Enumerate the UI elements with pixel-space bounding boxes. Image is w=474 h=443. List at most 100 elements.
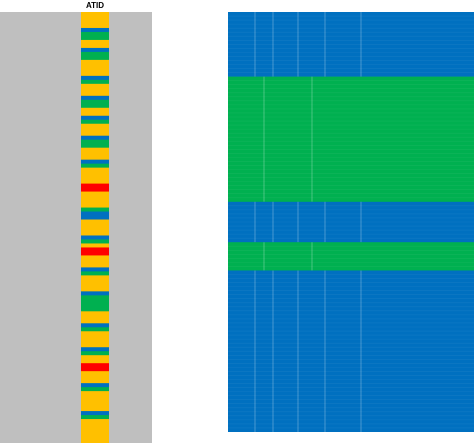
atid-cell xyxy=(81,167,109,173)
atid-cell xyxy=(81,235,109,240)
atid-cell xyxy=(81,23,109,29)
atid-cell xyxy=(81,379,109,384)
atid-cell xyxy=(81,71,109,77)
atid-cell xyxy=(81,315,109,320)
atid-cell xyxy=(81,383,109,388)
atid-cell xyxy=(81,175,109,181)
atid-cell xyxy=(81,183,109,188)
atid-cell xyxy=(81,139,109,145)
atid-cell xyxy=(81,51,109,57)
atid-cell xyxy=(81,219,109,224)
atid-cell xyxy=(81,367,109,372)
atid-cell xyxy=(81,75,109,81)
atid-cell xyxy=(81,151,109,157)
atid-cell xyxy=(81,171,109,177)
atid-cell xyxy=(81,255,109,260)
atid-cell xyxy=(81,311,109,316)
atid-cell xyxy=(81,251,109,256)
atid-cell xyxy=(81,27,109,33)
atid-cell xyxy=(81,411,109,416)
atid-cell xyxy=(81,355,109,360)
atid-cell xyxy=(81,227,109,232)
atid-cell xyxy=(81,267,109,272)
atid-cell xyxy=(81,299,109,304)
atid-cell xyxy=(81,243,109,248)
atid-cell xyxy=(81,427,109,432)
atid-cell xyxy=(81,187,109,192)
atid-cell xyxy=(81,107,109,113)
atid-cell xyxy=(81,431,109,436)
atid-cell xyxy=(81,163,109,169)
atid-cell xyxy=(81,279,109,284)
cluster-heatmap-panel xyxy=(228,12,474,432)
atid-cell xyxy=(81,291,109,296)
atid-cell xyxy=(81,91,109,97)
atid-cell xyxy=(81,59,109,65)
atid-cell xyxy=(81,283,109,288)
atid-cell xyxy=(81,31,109,37)
heatmap-block xyxy=(228,76,474,203)
atid-cell xyxy=(81,55,109,61)
atid-cell xyxy=(81,371,109,376)
atid-cell xyxy=(81,103,109,109)
atid-cell xyxy=(81,423,109,428)
heatmap-block xyxy=(228,270,474,432)
atid-cell xyxy=(81,159,109,165)
atid-cell xyxy=(81,295,109,300)
atid-cell xyxy=(81,395,109,400)
atid-cell xyxy=(81,67,109,73)
atid-cell xyxy=(81,15,109,21)
atid-cell xyxy=(81,439,109,443)
atid-cell xyxy=(81,83,109,89)
atid-cell xyxy=(81,347,109,352)
atid-cell xyxy=(81,155,109,161)
atid-cell xyxy=(81,87,109,93)
heatmap-block xyxy=(228,242,474,271)
atid-cell xyxy=(81,335,109,340)
atid-cell xyxy=(81,111,109,117)
atid-cell xyxy=(81,327,109,332)
atid-cell xyxy=(81,79,109,85)
atid-cell xyxy=(81,403,109,408)
atid-cell xyxy=(81,35,109,41)
atid-cell xyxy=(81,259,109,264)
atid-cell xyxy=(81,191,109,196)
atid-cell xyxy=(81,363,109,368)
atid-cell xyxy=(81,319,109,324)
atid-cell xyxy=(81,135,109,141)
atid-cell xyxy=(81,231,109,236)
atid-cell xyxy=(81,47,109,53)
atid-cell xyxy=(81,391,109,396)
atid-cell xyxy=(81,307,109,312)
atid-cell xyxy=(81,435,109,440)
atid-cell xyxy=(81,375,109,380)
atid-cell xyxy=(81,39,109,45)
atid-cell xyxy=(81,203,109,208)
atid-cell xyxy=(81,419,109,424)
atid-cell xyxy=(81,247,109,252)
atid-cell xyxy=(81,239,109,244)
atid-cell xyxy=(81,351,109,356)
atid-cell xyxy=(81,119,109,125)
atid-cell xyxy=(81,95,109,101)
atid-cell xyxy=(81,387,109,392)
atid-cell xyxy=(81,63,109,69)
atid-cell xyxy=(81,263,109,268)
atid-cell xyxy=(81,127,109,133)
atid-cell xyxy=(81,147,109,153)
atid-cell xyxy=(81,123,109,129)
atid-cell xyxy=(81,19,109,25)
atid-cell xyxy=(81,331,109,336)
atid-cell xyxy=(81,215,109,220)
atid-cell xyxy=(81,131,109,137)
atid-cell xyxy=(81,275,109,280)
atid-cell xyxy=(81,99,109,105)
chart-title: ATID xyxy=(85,1,105,10)
heatmap-block xyxy=(228,201,474,243)
atid-cell xyxy=(81,207,109,212)
atid-cell xyxy=(81,199,109,204)
cluster-heatmap xyxy=(228,12,474,432)
atid-cell xyxy=(81,343,109,348)
atid-heatmap xyxy=(81,12,109,443)
heatmap-block xyxy=(228,12,474,77)
